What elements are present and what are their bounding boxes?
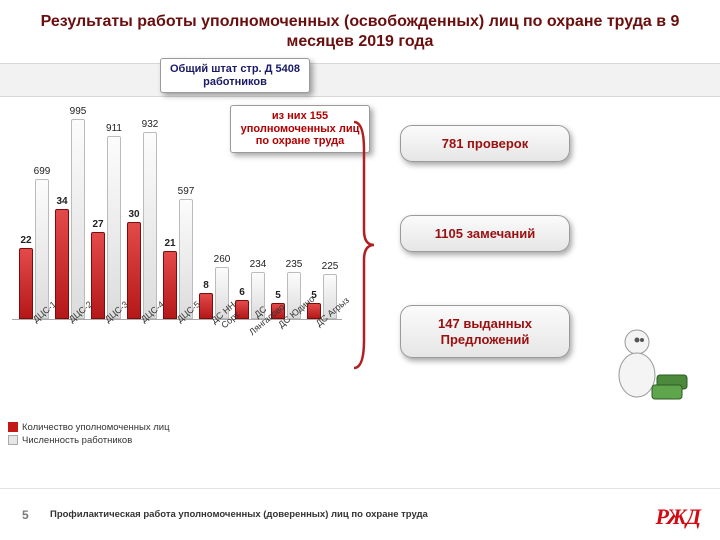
callout-total-staff: Общий штат стр. Д 5408 работников xyxy=(160,58,310,93)
legend-label-1: Численность работников xyxy=(22,435,132,446)
bar-chart: 2269934995279113093221597826062345235522… xyxy=(12,110,342,380)
pill-remarks: 1105 замечаний xyxy=(400,215,570,252)
footer-text: Профилактическая работа уполномоченных (… xyxy=(50,509,428,520)
legend-label-0: Количество уполномоченных лиц xyxy=(22,422,170,433)
footer: 5 Профилактическая работа уполномоченных… xyxy=(0,488,720,540)
rzd-logo: РЖД xyxy=(655,504,700,530)
pill-proposals: 147 выданных Предложений xyxy=(400,305,570,358)
page-title: Результаты работы уполномоченных (освобо… xyxy=(0,0,720,60)
bracket-icon xyxy=(352,120,376,370)
money-person-icon xyxy=(602,320,692,410)
page-number: 5 xyxy=(22,508,29,522)
header-band xyxy=(0,63,720,97)
chart-legend: Количество уполномоченных лиц Численност… xyxy=(8,420,170,448)
pill-checks: 781 проверок xyxy=(400,125,570,162)
